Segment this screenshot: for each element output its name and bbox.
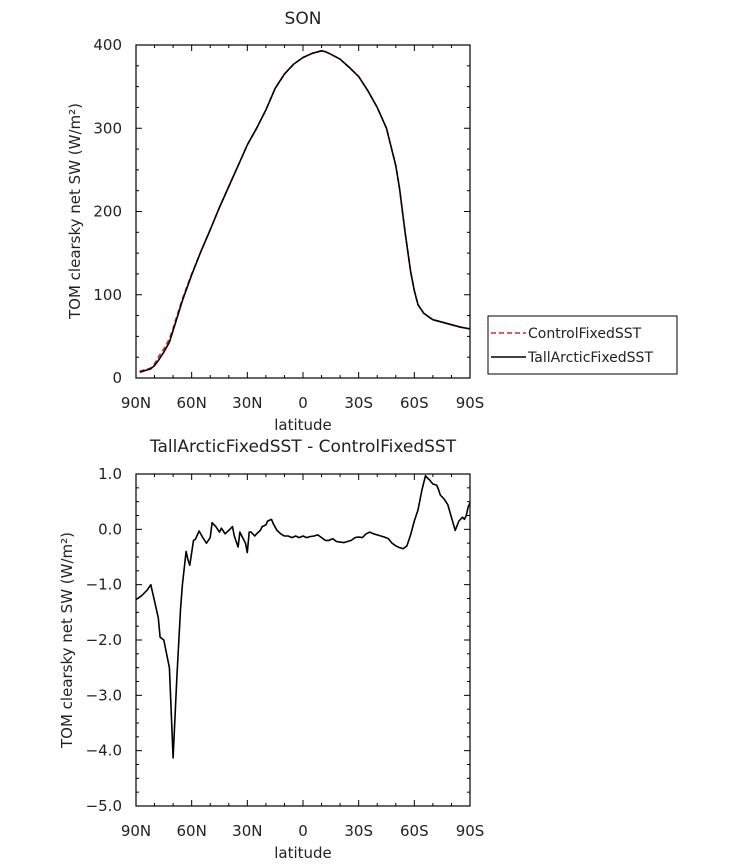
y-tick-label: 1.0 (98, 465, 122, 483)
x-tick-label: 90S (456, 394, 485, 412)
legend-entry: ControlFixedSST (528, 326, 642, 342)
x-tick-label: 60N (177, 394, 207, 412)
panel-1 (135, 44, 678, 379)
series-line-TallArcticFixedSST (139, 49, 471, 373)
y-tick-label: −5.0 (86, 797, 122, 815)
x-tick-label: 30S (344, 394, 373, 412)
chart-title: TallArcticFixedSST - ControlFixedSST (149, 437, 457, 457)
plot-frame (135, 44, 471, 379)
y-tick-label: 400 (93, 36, 122, 54)
y-tick-label: 0 (112, 369, 122, 387)
series-line-difference (135, 474, 471, 759)
x-tick-label: 60S (400, 394, 429, 412)
plot-frame (135, 473, 471, 807)
y-tick-label: −2.0 (86, 631, 122, 649)
x-tick-label: 30S (344, 822, 373, 840)
y-axis-label: TOM clearsky net SW (W/m²) (58, 532, 76, 749)
legend-entry: TallArcticFixedSST (527, 350, 653, 366)
y-tick-label: −4.0 (86, 742, 122, 760)
series-line-ControlFixedSST (139, 49, 471, 373)
x-tick-label: 30N (232, 394, 262, 412)
x-tick-label: 60N (177, 822, 207, 840)
x-tick-label: 90S (456, 822, 485, 840)
panel-2 (135, 473, 471, 807)
x-tick-label: 0 (298, 394, 308, 412)
x-axis-label: latitude (274, 844, 332, 862)
legend-box (487, 315, 678, 375)
legend (487, 315, 678, 375)
y-tick-label: 0.0 (98, 520, 122, 538)
y-tick-label: −3.0 (86, 686, 122, 704)
chart-title: SON (285, 9, 322, 29)
y-tick-label: 300 (93, 119, 122, 137)
x-tick-label: 0 (298, 822, 308, 840)
x-tick-label: 30N (232, 822, 262, 840)
y-tick-label: −1.0 (86, 576, 122, 594)
y-axis-label: TOM clearsky net SW (W/m²) (66, 103, 84, 320)
x-tick-label: 90N (121, 394, 151, 412)
x-tick-label: 60S (400, 822, 429, 840)
y-tick-label: 200 (93, 203, 122, 221)
y-tick-label: 100 (93, 286, 122, 304)
x-axis-label: latitude (274, 416, 332, 434)
x-tick-label: 90N (121, 822, 151, 840)
